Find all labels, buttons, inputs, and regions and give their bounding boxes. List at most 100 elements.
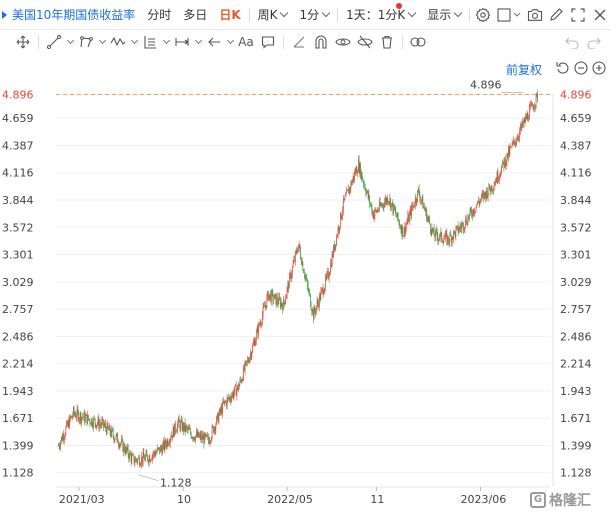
chevron-down-icon[interactable]: [129, 30, 139, 54]
candle-body: [120, 443, 121, 445]
candle-body: [430, 223, 431, 231]
candle-body: [301, 261, 303, 265]
tab-intraday[interactable]: 分时: [147, 7, 172, 22]
tab-period[interactable]: 1天：1分K: [340, 0, 421, 30]
y-tick-label-left: 1.399: [2, 439, 34, 452]
candle-body: [293, 259, 295, 264]
candle-body: [428, 218, 430, 219]
ruler-icon[interactable]: [288, 30, 310, 54]
candle-body: [325, 276, 326, 289]
measure-tool-icon[interactable]: [171, 30, 193, 54]
zoom-out-icon[interactable]: [573, 60, 589, 76]
link-icon[interactable]: [407, 30, 429, 54]
chevron-down-icon[interactable]: [65, 30, 75, 54]
candle-body: [215, 424, 217, 431]
fib-tool-icon[interactable]: [139, 30, 161, 54]
candle-body: [148, 460, 149, 463]
candle-body: [60, 441, 61, 448]
candle-body: [310, 305, 312, 310]
candle-body: [480, 199, 481, 201]
settings-icon[interactable]: [472, 0, 494, 30]
y-tick-label: 4.659: [560, 112, 592, 125]
candle-body: [232, 392, 234, 398]
edit-icon[interactable]: [546, 0, 568, 30]
zoom-in-icon[interactable]: [591, 60, 607, 76]
candle-body: [518, 137, 520, 139]
polyline-tool-icon[interactable]: [75, 30, 97, 54]
candle-body: [240, 379, 241, 381]
candle-body: [100, 424, 102, 426]
price-adjust-toggle[interactable]: 前复权: [506, 63, 543, 77]
fullscreen-icon[interactable]: [567, 0, 589, 30]
tab-display[interactable]: 显示: [421, 0, 467, 30]
magnet-icon[interactable]: [310, 30, 332, 54]
chevron-down-icon[interactable]: [97, 30, 107, 54]
candle-body: [294, 259, 295, 262]
camera-icon[interactable]: [524, 0, 546, 30]
candle-body: [470, 208, 472, 211]
candle-body: [221, 407, 223, 414]
candle-body: [304, 276, 306, 277]
candle-body: [395, 210, 397, 216]
candle-body: [115, 435, 117, 440]
candle-body: [136, 460, 138, 462]
candle-body: [339, 227, 340, 231]
candle-body: [503, 162, 505, 168]
candle-body: [332, 253, 334, 257]
trash-icon[interactable]: [376, 30, 398, 54]
chevron-down-icon[interactable]: [161, 30, 171, 54]
square-icon[interactable]: [494, 0, 524, 30]
text-tool-icon[interactable]: Aa: [235, 30, 257, 54]
candle-body: [341, 215, 343, 219]
candle-body: [197, 431, 199, 437]
close-icon[interactable]: [589, 0, 611, 30]
reset-icon[interactable]: [555, 60, 571, 76]
candle-body: [130, 452, 131, 456]
comment-icon[interactable]: [257, 30, 279, 54]
chevron-down-icon[interactable]: [225, 30, 235, 54]
candle-body: [334, 244, 336, 251]
candle-body: [411, 205, 412, 217]
candle-body: [258, 323, 259, 335]
candle-body: [130, 455, 132, 462]
candle-body: [479, 200, 481, 205]
candle-body: [472, 209, 474, 217]
tab-multiday[interactable]: 多日: [183, 7, 208, 22]
candle-body: [465, 218, 466, 227]
candle-body: [363, 180, 364, 185]
eye-lock-icon[interactable]: [332, 30, 354, 54]
candle-body: [478, 202, 480, 205]
candle-body: [492, 189, 493, 191]
candle-body: [250, 353, 252, 358]
tab-1min[interactable]: 1分: [293, 0, 335, 30]
undo-icon[interactable]: [561, 30, 583, 54]
arrow-tool-icon[interactable]: [203, 30, 225, 54]
chevron-down-icon[interactable]: [193, 30, 203, 54]
crosshair-icon[interactable]: [12, 30, 34, 54]
candle-body: [328, 275, 330, 279]
candle-body: [181, 420, 182, 422]
y-tick-label-left: 1.943: [2, 385, 34, 398]
candle-body: [225, 401, 226, 403]
candle-body: [211, 437, 212, 442]
candle-body: [76, 417, 77, 418]
eye-hide-icon[interactable]: [354, 30, 376, 54]
wave-tool-icon[interactable]: [107, 30, 129, 54]
candle-body: [370, 204, 372, 206]
candle-body: [469, 208, 471, 214]
candle-body: [118, 444, 120, 448]
line-tool-icon[interactable]: [43, 30, 65, 54]
divider: [402, 35, 403, 49]
candle-body: [528, 119, 529, 121]
candle-body: [253, 343, 254, 346]
tab-weekly-k[interactable]: 周K: [252, 0, 294, 30]
candle-body: [277, 297, 278, 303]
candle-body: [237, 384, 238, 390]
symbol-selector[interactable]: 美国10年期国债收益率: [0, 0, 141, 30]
candle-body: [85, 416, 86, 422]
candle-body: [127, 446, 128, 451]
candle-body: [88, 414, 89, 420]
tab-daily-k[interactable]: 日K: [219, 7, 241, 22]
candle-body: [337, 235, 338, 237]
redo-icon[interactable]: [583, 30, 605, 54]
